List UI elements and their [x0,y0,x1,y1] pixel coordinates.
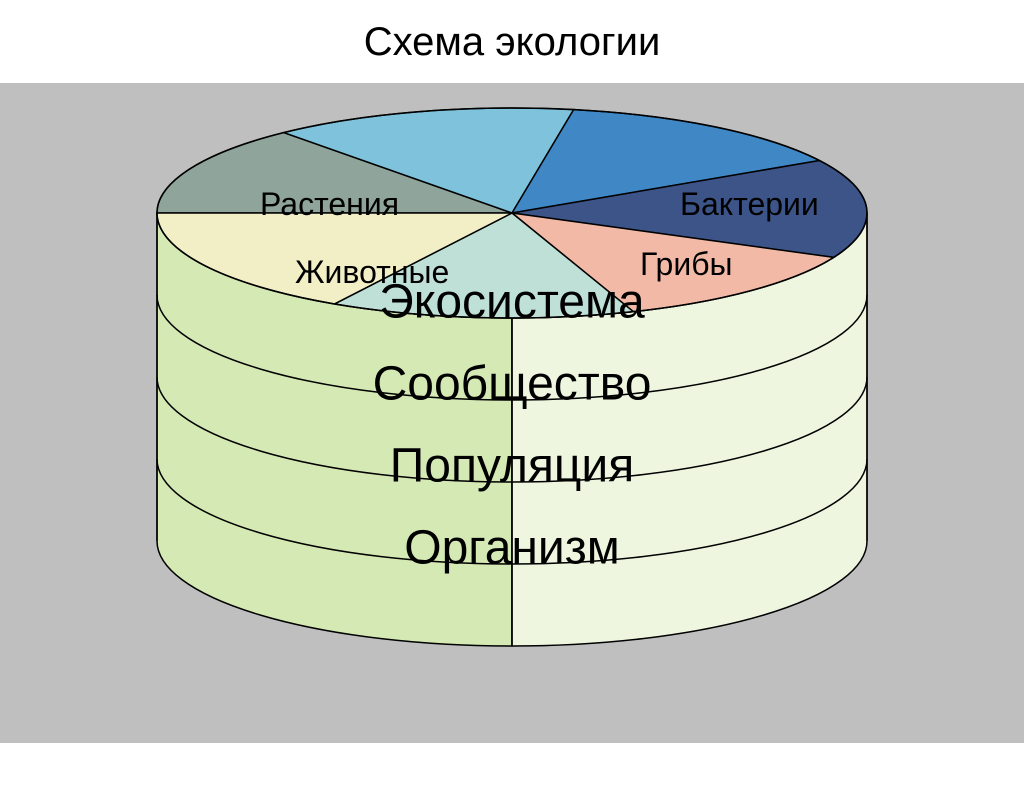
layer-label-0: Экосистема [379,275,645,328]
page-title: Схема экологии [0,20,1024,65]
pie-label-4: Бактерии [680,186,819,222]
diagram-svg: РастенияБактерииГрибыЖивотныеЭкосистемаС… [0,83,1024,743]
ecology-diagram: РастенияБактерииГрибыЖивотныеЭкосистемаС… [0,83,1024,743]
layer-label-3: Организм [404,521,620,574]
pie-label-0: Растения [260,186,399,222]
layer-label-2: Популяция [390,439,634,492]
pie-label-5: Грибы [640,246,733,282]
layer-label-1: Сообщество [373,357,652,410]
